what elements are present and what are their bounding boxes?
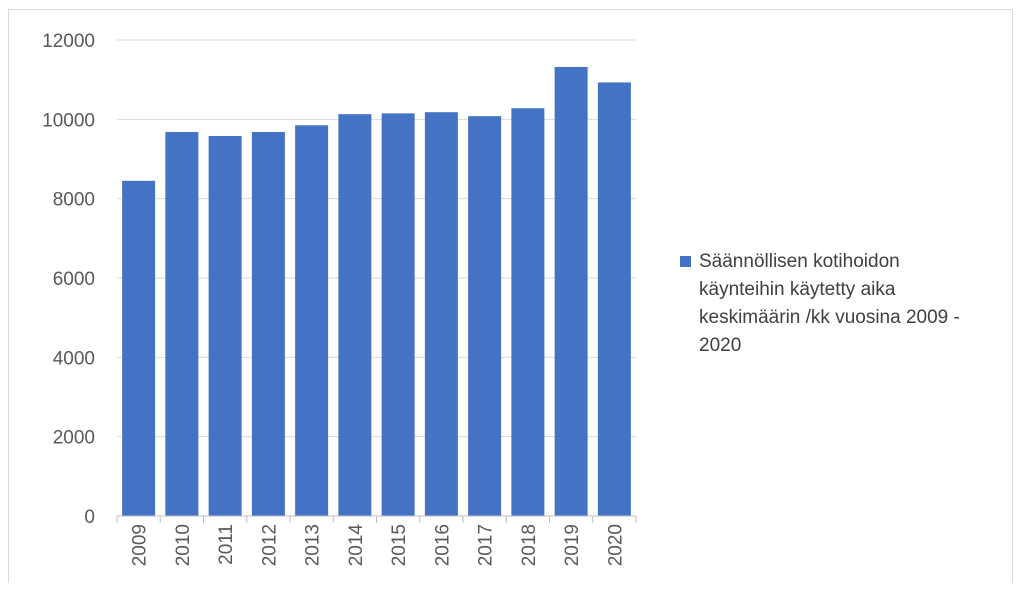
bar bbox=[554, 66, 588, 517]
bar bbox=[122, 180, 156, 517]
x-tick-label: 2010 bbox=[173, 524, 194, 566]
x-tick-label: 2009 bbox=[130, 524, 151, 566]
x-tick-label: 2014 bbox=[346, 524, 367, 567]
y-tick-label: 10000 bbox=[42, 110, 95, 131]
x-tick-label: 2011 bbox=[216, 524, 237, 565]
x-tick-labels: 2009 2010 2011 2012 2013 2014 2015 2016 2017 2018… bbox=[130, 524, 627, 567]
bar bbox=[381, 113, 415, 516]
legend-swatch bbox=[680, 256, 691, 267]
bar bbox=[295, 125, 329, 517]
x-tick-label: 2012 bbox=[259, 524, 280, 566]
y-tick-labels: 0 2000 4000 6000 8000 10000 12000 bbox=[42, 31, 95, 528]
bar bbox=[511, 108, 545, 516]
x-tick-label: 2020 bbox=[605, 524, 626, 566]
bar bbox=[597, 82, 631, 517]
bar bbox=[165, 132, 199, 516]
bars bbox=[122, 66, 631, 517]
legend-label: Säännöllisen kotihoidon käynteihin käyte… bbox=[699, 251, 960, 356]
y-tick-label: 6000 bbox=[53, 269, 95, 290]
x-tick-label: 2015 bbox=[389, 524, 410, 566]
y-tick-label: 0 bbox=[84, 507, 95, 528]
bar bbox=[208, 135, 242, 516]
gridlines bbox=[117, 39, 636, 438]
x-tick-label: 2016 bbox=[432, 524, 453, 566]
x-tick-label: 2013 bbox=[303, 524, 324, 566]
bar bbox=[338, 114, 372, 516]
y-tick-label: 12000 bbox=[42, 31, 95, 52]
legend: Säännöllisen kotihoidon käynteihin käyte… bbox=[680, 248, 980, 360]
chart-frame bbox=[8, 9, 1013, 583]
y-tick-label: 2000 bbox=[53, 428, 95, 449]
x-tick-label: 2018 bbox=[519, 524, 540, 566]
y-tick-label: 8000 bbox=[53, 190, 95, 211]
bar bbox=[251, 132, 285, 516]
x-tick-label: 2019 bbox=[562, 524, 583, 566]
y-tick-label: 4000 bbox=[53, 348, 95, 369]
x-tick-label: 2017 bbox=[476, 524, 497, 566]
axes bbox=[116, 515, 637, 523]
bar bbox=[424, 112, 458, 517]
bar bbox=[468, 116, 502, 516]
